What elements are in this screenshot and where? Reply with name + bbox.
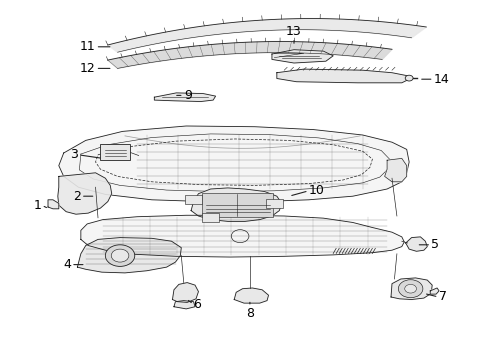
Polygon shape: [406, 237, 427, 251]
Circle shape: [111, 249, 129, 262]
FancyBboxPatch shape: [202, 193, 273, 217]
Polygon shape: [154, 93, 216, 102]
FancyBboxPatch shape: [185, 195, 202, 204]
Polygon shape: [77, 238, 181, 273]
Polygon shape: [174, 301, 195, 309]
Text: 11: 11: [80, 40, 96, 53]
Polygon shape: [272, 50, 333, 63]
Polygon shape: [234, 288, 269, 303]
Text: 6: 6: [194, 298, 201, 311]
Text: 5: 5: [431, 238, 439, 251]
Polygon shape: [59, 126, 409, 202]
FancyBboxPatch shape: [266, 199, 283, 208]
Polygon shape: [48, 200, 59, 209]
Text: 10: 10: [309, 184, 324, 197]
FancyBboxPatch shape: [100, 144, 130, 160]
Polygon shape: [81, 215, 404, 257]
Polygon shape: [172, 283, 198, 302]
Circle shape: [405, 284, 416, 293]
Text: 7: 7: [439, 291, 446, 303]
Text: 12: 12: [80, 62, 96, 75]
Text: 4: 4: [63, 258, 71, 271]
Circle shape: [105, 245, 135, 266]
Polygon shape: [191, 188, 282, 221]
Text: 14: 14: [434, 73, 449, 86]
Polygon shape: [385, 158, 407, 182]
Text: 2: 2: [73, 190, 81, 203]
Polygon shape: [277, 69, 409, 83]
Polygon shape: [58, 173, 112, 214]
Polygon shape: [108, 41, 392, 68]
Polygon shape: [108, 19, 426, 52]
Text: 1: 1: [34, 199, 42, 212]
Circle shape: [398, 280, 423, 298]
Text: 8: 8: [246, 307, 254, 320]
FancyBboxPatch shape: [202, 213, 219, 222]
Polygon shape: [430, 288, 439, 294]
Polygon shape: [391, 278, 432, 300]
Circle shape: [405, 75, 413, 81]
Text: 13: 13: [286, 25, 302, 38]
Text: 3: 3: [71, 148, 78, 161]
Text: 9: 9: [184, 89, 192, 102]
